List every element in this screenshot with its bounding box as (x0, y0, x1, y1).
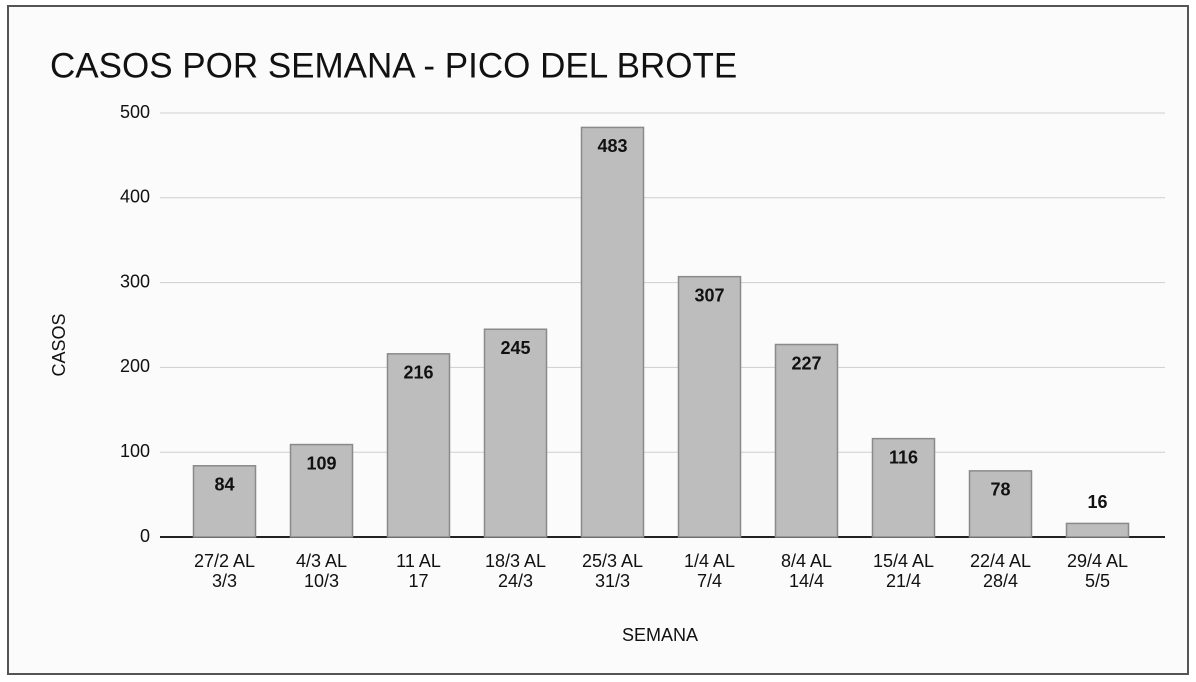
x-tick-label: 29/4 AL 5/5 (1067, 551, 1128, 591)
data-label: 227 (791, 353, 821, 373)
bar (483, 328, 548, 538)
data-label: 245 (500, 338, 530, 358)
x-tick-label-line: 21/4 (886, 571, 921, 591)
y-axis-label: CASOS (49, 313, 69, 376)
x-tick-label-line: 31/3 (595, 571, 630, 591)
x-tick-label: 1/4 AL 7/4 (684, 551, 735, 591)
bar (968, 470, 1033, 538)
data-label: 109 (306, 453, 336, 473)
bar (871, 437, 936, 538)
x-tick-label-line: 10/3 (304, 571, 339, 591)
y-tick-label: 0 (140, 526, 150, 546)
x-tick-label-line: 4/3 AL (296, 551, 347, 571)
y-tick-label: 500 (120, 102, 150, 122)
chart-title: CASOS POR SEMANA - PICO DEL BROTE (50, 46, 737, 85)
x-tick-label-line: 18/3 AL (485, 551, 546, 571)
x-tick-label-line: 17 (408, 571, 428, 591)
x-tick-label-line: 1/4 AL (684, 551, 735, 571)
x-axis-label: SEMANA (622, 625, 698, 645)
data-label: 116 (889, 447, 918, 467)
x-tick-label-line: 22/4 AL (970, 551, 1031, 571)
x-tick-label-line: 8/4 AL (781, 551, 832, 571)
x-tick-label-line: 3/3 (212, 571, 237, 591)
bar (1065, 522, 1130, 538)
x-tick-label-line: 25/3 AL (582, 551, 643, 571)
data-label: 16 (1087, 492, 1107, 512)
x-tick-label-line: 11 AL (396, 551, 441, 571)
x-tick-label-line: 29/4 AL (1067, 551, 1128, 571)
bar (580, 126, 645, 538)
x-tick-label: 4/3 AL 10/3 (296, 551, 347, 591)
y-tick-label: 400 (120, 187, 150, 207)
y-tick-label: 300 (120, 271, 150, 291)
y-tick-label: 200 (120, 356, 150, 376)
x-tick-label: 8/4 AL 14/4 (781, 551, 832, 591)
y-tick-label: 100 (120, 441, 150, 461)
x-tick-label: 11 AL 17 (396, 551, 441, 591)
x-tick-label-line: 14/4 (789, 571, 824, 591)
bar (289, 443, 354, 538)
x-tick-label-line: 5/5 (1085, 571, 1110, 591)
x-tick-label: 15/4 AL 21/4 (873, 551, 934, 591)
x-tick-label-line: 28/4 (983, 571, 1018, 591)
data-label: 78 (990, 480, 1010, 500)
data-label: 216 (403, 363, 433, 383)
x-tick-label-line: 24/3 (498, 571, 533, 591)
x-tick-label-line: 15/4 AL (873, 551, 934, 571)
x-tick-label-line: 7/4 (697, 571, 722, 591)
x-tick-label: 27/2 AL 3/3 (194, 551, 255, 591)
bar (192, 465, 257, 538)
bar (677, 275, 742, 538)
x-tick-label: 25/3 AL 31/3 (582, 551, 643, 591)
x-tick-label-line: 27/2 AL (194, 551, 255, 571)
x-tick-label: 22/4 AL 28/4 (970, 551, 1031, 591)
bar (386, 353, 451, 538)
x-tick-label: 18/3 AL 24/3 (485, 551, 546, 591)
bar (774, 343, 839, 538)
data-label: 483 (597, 136, 627, 156)
data-label: 307 (694, 285, 724, 305)
data-label: 84 (214, 475, 234, 495)
